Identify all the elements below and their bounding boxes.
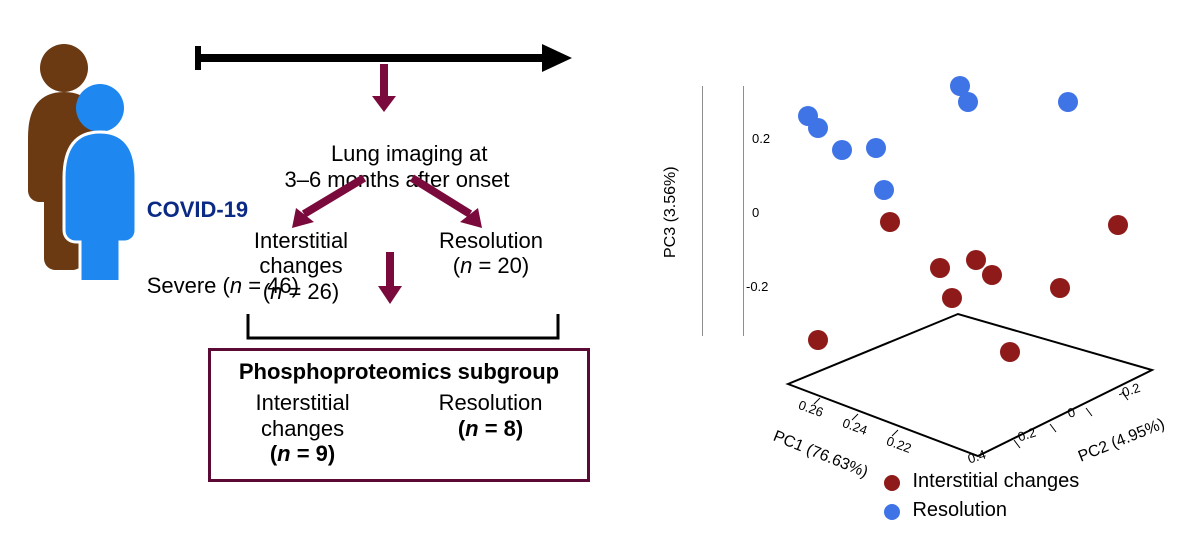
scatter-point xyxy=(1058,92,1078,112)
scatter-point xyxy=(808,118,828,138)
scatter-point xyxy=(880,212,900,232)
legend-red: Interstitial changes xyxy=(884,470,1079,493)
scatter-point xyxy=(982,265,1002,285)
scatter-point xyxy=(866,138,886,158)
legend-blue-label: Resolution xyxy=(912,499,1007,521)
scatter-point xyxy=(958,92,978,112)
scatter-point xyxy=(1108,215,1128,235)
scatter-point xyxy=(966,250,986,270)
legend: Interstitial changes Resolution xyxy=(884,470,1079,522)
figure-root: COVID-19 Severe (n = 46) Lung imaging at… xyxy=(0,0,1200,542)
scatter-point xyxy=(942,288,962,308)
legend-dot-red-icon xyxy=(884,475,900,491)
scatter-point xyxy=(1000,342,1020,362)
legend-blue: Resolution xyxy=(884,499,1079,522)
scatter-point xyxy=(1050,278,1070,298)
scatter-point xyxy=(832,140,852,160)
scatter-point xyxy=(930,258,950,278)
legend-red-label: Interstitial changes xyxy=(912,470,1079,492)
pca-scatter xyxy=(0,0,1200,542)
scatter-point xyxy=(874,180,894,200)
scatter-point xyxy=(808,330,828,350)
legend-dot-blue-icon xyxy=(884,504,900,520)
